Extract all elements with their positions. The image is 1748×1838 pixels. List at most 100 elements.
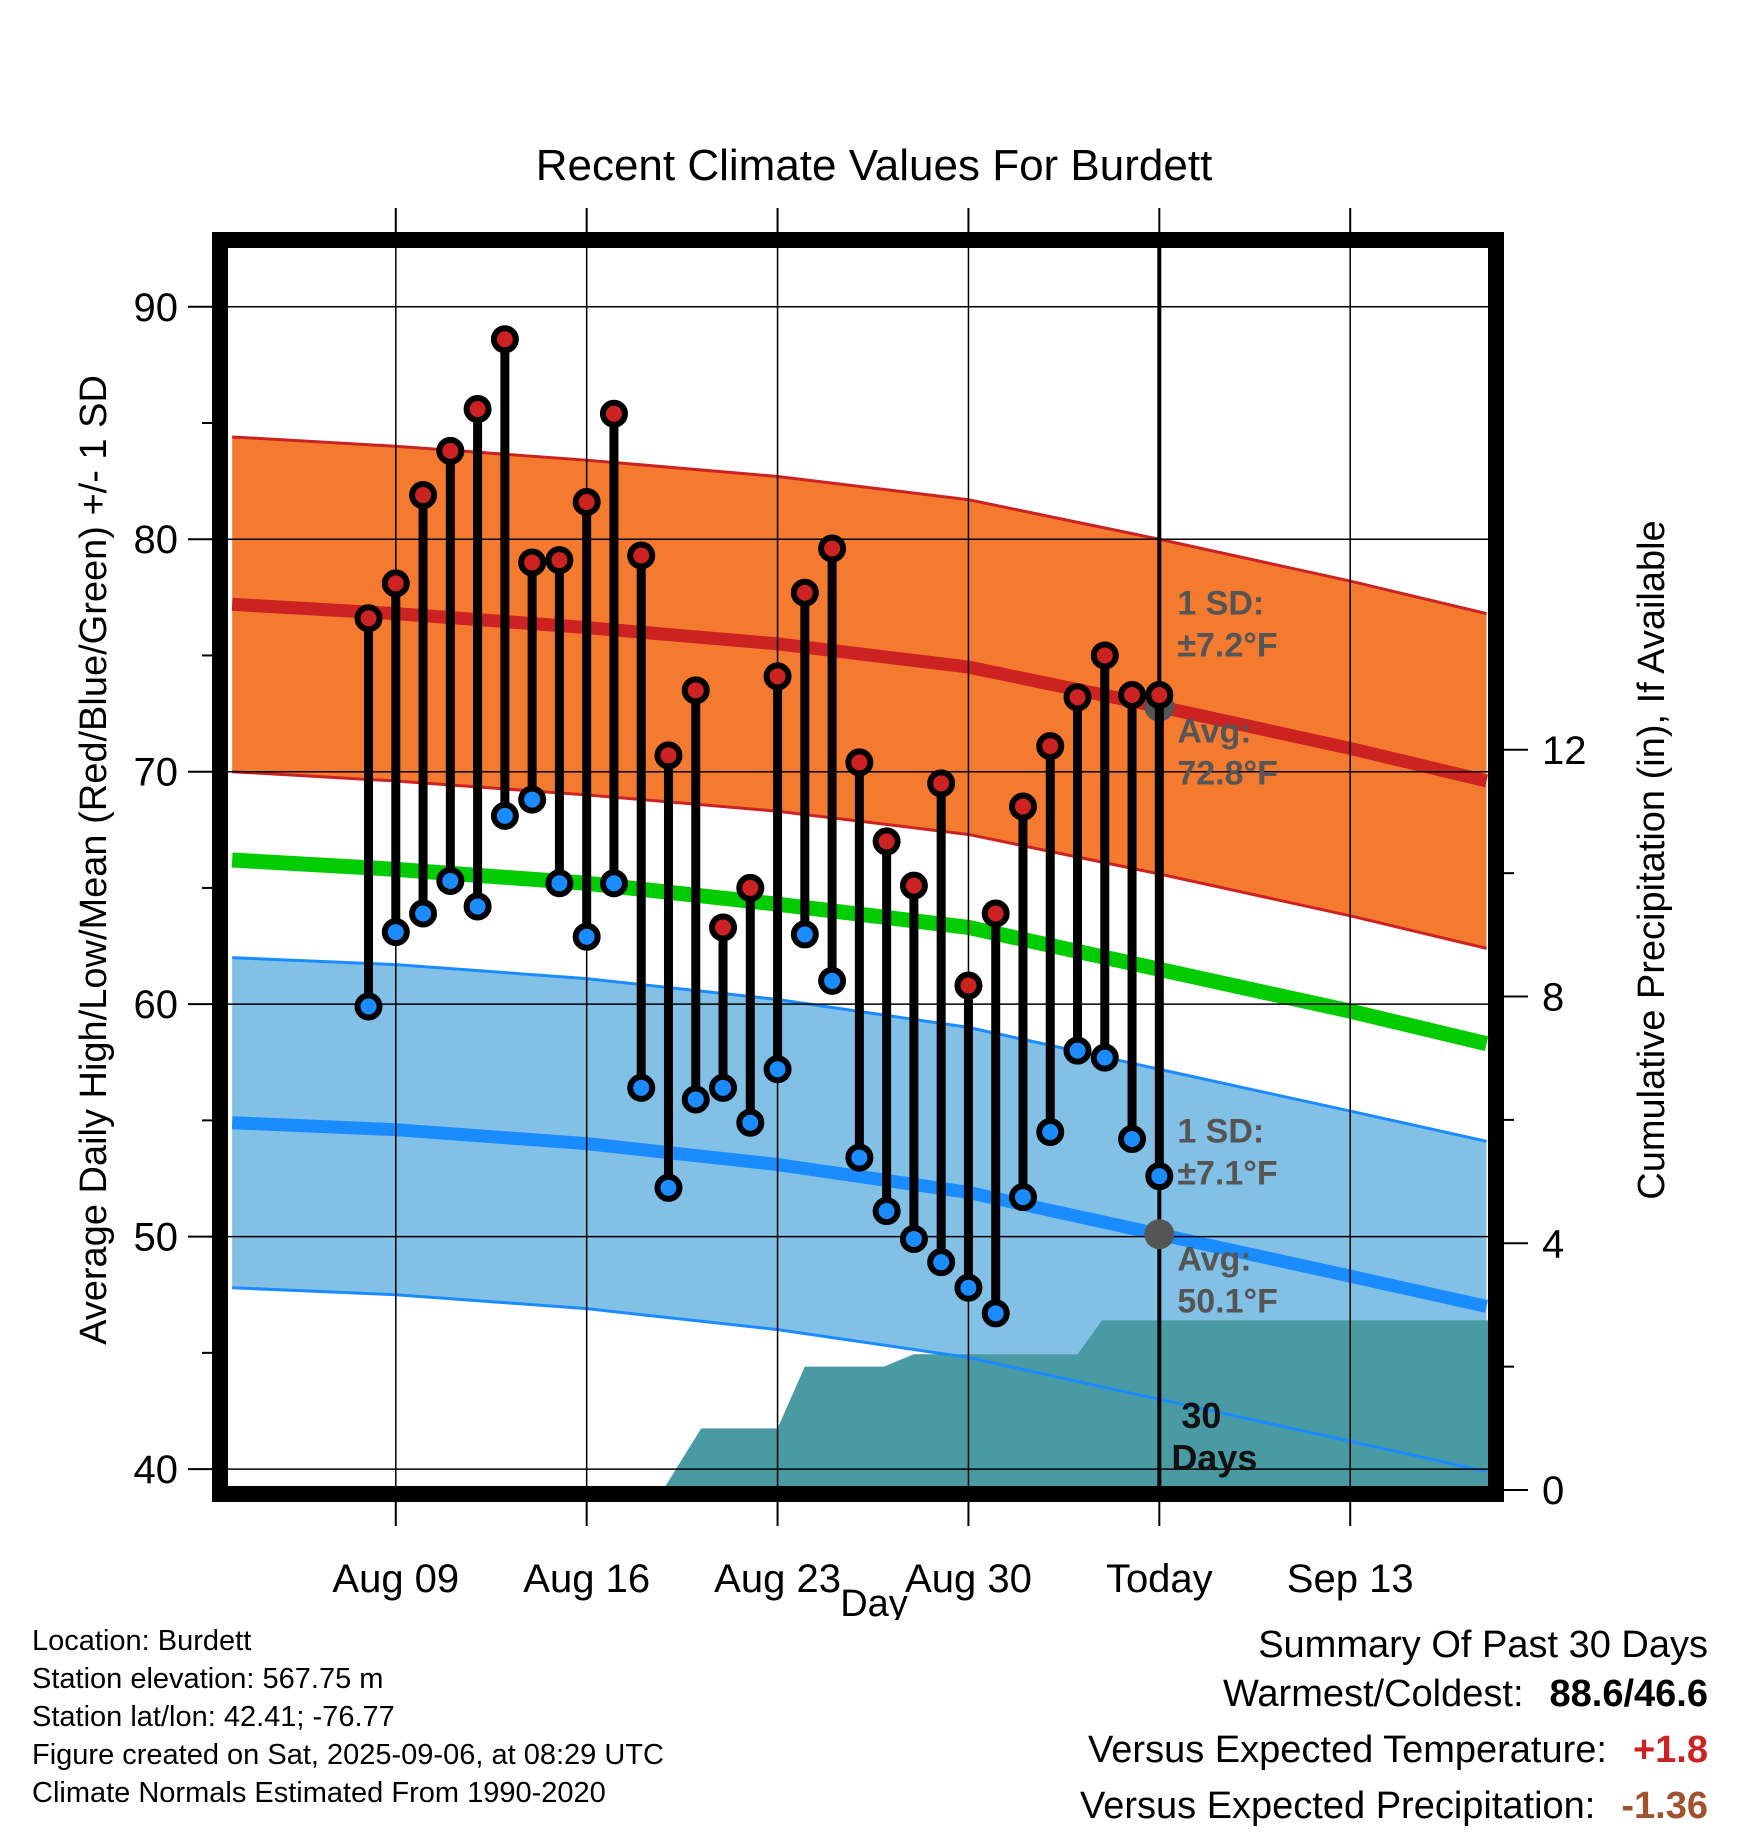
daily-low-point [409, 899, 438, 928]
low-avg-label: Avg: [1177, 1240, 1251, 1278]
normals-text: Climate Normals Estimated From 1990-2020 [32, 1777, 606, 1809]
y-tick-label: 60 [134, 983, 179, 1027]
daily-low-point [927, 1248, 956, 1277]
daily-high-point [818, 534, 847, 563]
y-axis-title-right: Cumulative Precipitation (in), If Availa… [1631, 520, 1673, 1199]
daily-high-point [681, 676, 710, 705]
y2-tick-label: 4 [1542, 1222, 1564, 1266]
daily-low-point [572, 922, 601, 951]
summary-panel: Summary Of Past 30 Days Warmest/Coldest:… [808, 1620, 1708, 1838]
daily-low-point [518, 785, 547, 814]
daily-high-point [1063, 683, 1092, 712]
high-sd-label: 1 SD: [1177, 585, 1264, 623]
x-tick-label: Aug 23 [714, 1557, 841, 1601]
y-tick-label: 40 [134, 1448, 179, 1492]
daily-low-point [654, 1173, 683, 1202]
daily-low-point [981, 1299, 1010, 1328]
daily-high-point [409, 481, 438, 510]
normal-low-line [231, 1116, 1488, 1313]
low-avg-value: 50.1°F [1177, 1282, 1278, 1320]
daily-low-point [872, 1197, 901, 1226]
x-tick-label: Aug 30 [905, 1557, 1032, 1601]
daily-high-point [709, 913, 738, 942]
daily-high-point [436, 436, 465, 465]
daily-high-point [1008, 792, 1037, 821]
y-tick-label: 70 [134, 751, 179, 795]
high-avg-value: 72.8°F [1177, 755, 1278, 793]
daily-high-point [872, 827, 901, 856]
plot-frame [212, 232, 1504, 1502]
daily-high-point [490, 325, 519, 354]
low-band-lower-edge [232, 1286, 1487, 1473]
high-band-lower-edge [232, 770, 1487, 950]
x-tick-label: Sep 13 [1287, 1557, 1414, 1601]
low-sd-label: 1 SD: [1177, 1112, 1264, 1150]
daily-low-point [1118, 1124, 1147, 1153]
daily-high-point [763, 662, 792, 691]
x-tick-label: Aug 16 [523, 1557, 650, 1601]
daily-high-point [927, 769, 956, 798]
plot-area: 1 SD: ±7.2°F Avg: 72.8°F 1 SD: ±7.1°F Avg: 50.1… [134, 208, 1587, 1601]
created-text: Figure created on Sat, 2025-09-06, at 08… [32, 1739, 664, 1771]
daily-high-point [899, 871, 928, 900]
daily-high-point [736, 873, 765, 902]
daily-high-point [1118, 680, 1147, 709]
climate-chart: Recent Climate Values For Burdett 1 SD: ±… [73, 141, 1673, 1620]
low-band-upper-edge [232, 956, 1487, 1143]
daily-low-point [954, 1273, 983, 1302]
y-axis-title-left: Average Daily High/Low/Mean (Red/Blue/Gr… [73, 375, 115, 1345]
daily-low-point [490, 801, 519, 830]
summary-heading: Summary Of Past 30 Days [1258, 1624, 1708, 1666]
daily-low-point [736, 1108, 765, 1137]
daily-low-point [818, 966, 847, 995]
x-tick-label: Aug 09 [332, 1557, 459, 1601]
daily-low-point [1145, 1162, 1174, 1191]
y-tick-label: 80 [134, 518, 179, 562]
days-count-word: Days [1171, 1437, 1257, 1478]
daily-high-point [845, 748, 874, 777]
daily-low-point [681, 1085, 710, 1114]
daily-low-point [845, 1143, 874, 1172]
latlon-text: Station lat/lon: 42.41; -76.77 [32, 1701, 395, 1733]
daily-high-point [599, 399, 628, 428]
daily-low-point [790, 920, 819, 949]
warmest-label: Warmest/Coldest: [1222, 1673, 1524, 1715]
daily-high-point [1145, 680, 1174, 709]
x-tick-label: Today [1106, 1557, 1213, 1601]
precip-departure-value: -1.36 [1621, 1785, 1708, 1827]
high-sd-value: ±7.2°F [1177, 627, 1277, 665]
daily-low-point [709, 1073, 738, 1102]
normal-high-line [231, 597, 1489, 788]
daily-low-point [463, 892, 492, 921]
plot-content [224, 244, 1492, 1490]
high-avg-label: Avg: [1177, 713, 1251, 751]
daily-low-point [1036, 1118, 1065, 1147]
daily-high-point [981, 899, 1010, 928]
y-tick-label: 50 [134, 1216, 179, 1260]
daily-high-point [545, 546, 574, 575]
daily-low-point [545, 869, 574, 898]
low-sd-value: ±7.1°F [1177, 1154, 1277, 1192]
daily-high-point [654, 741, 683, 770]
high-band-upper-edge [232, 435, 1487, 616]
daily-low-point [899, 1224, 928, 1253]
daily-low-point [763, 1055, 792, 1084]
daily-high-point [354, 604, 383, 633]
daily-low-point [436, 866, 465, 895]
location-text: Location: Burdett [32, 1625, 252, 1657]
daily-high-point [627, 541, 656, 570]
temp-departure-label: Versus Expected Temperature: [1088, 1729, 1607, 1771]
y-tick-label: 90 [134, 286, 179, 330]
daily-high-point [381, 569, 410, 598]
daily-low-point [1090, 1043, 1119, 1072]
warmest-value: 88.6/46.6 [1549, 1673, 1708, 1715]
y2-tick-label: 8 [1542, 976, 1564, 1020]
daily-low-point [1063, 1036, 1092, 1065]
daily-low-point [627, 1073, 656, 1102]
daily-high-point [1090, 641, 1119, 670]
precip-departure-label: Versus Expected Precipitation: [1079, 1785, 1596, 1827]
daily-high-point [1036, 732, 1065, 761]
chart-title: Recent Climate Values For Burdett [536, 141, 1213, 190]
temp-departure-value: +1.8 [1632, 1729, 1708, 1771]
daily-high-point [790, 578, 819, 607]
